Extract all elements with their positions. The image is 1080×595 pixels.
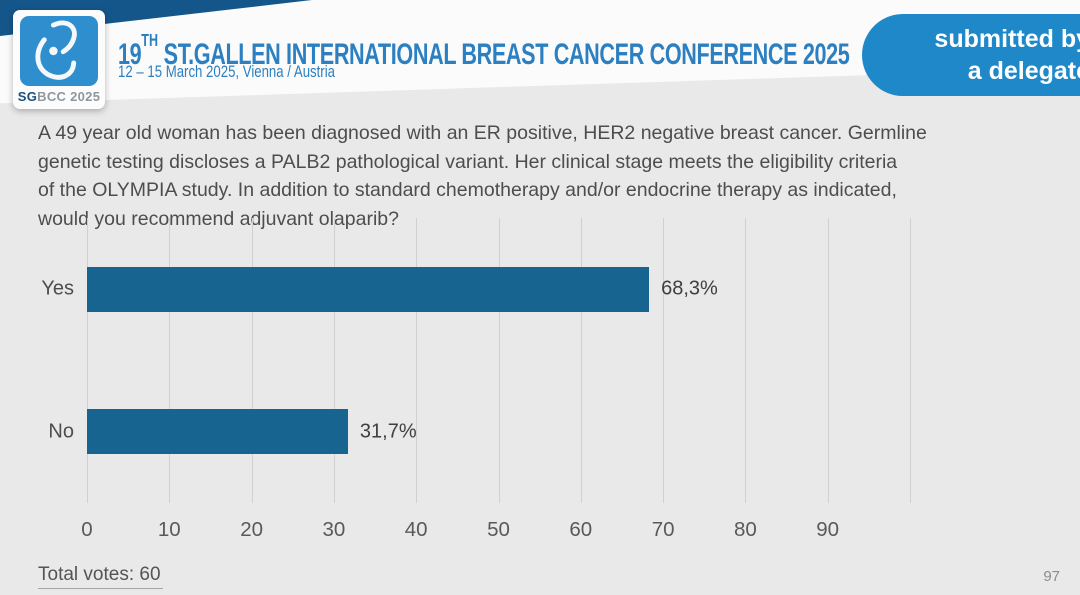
sgbcc-logo: SGBCC 2025 [13,10,105,109]
title-number: 19 [118,38,142,71]
x-tick-label: 0 [81,518,93,541]
gridline [333,218,335,503]
x-tick-label: 30 [322,518,346,541]
x-tick-label: 20 [240,518,263,541]
x-tick-label: 40 [404,518,428,541]
gridline [910,218,911,503]
badge-line-2: a delegate [967,57,1080,85]
x-tick-label: 90 [816,518,840,541]
gridline [580,218,582,503]
gridline [251,218,253,503]
bar-yes [87,266,650,312]
question-line: A 49 year old woman has been diagnosed w… [38,122,927,144]
category-label: No [48,420,74,443]
category-label: Yes [41,277,74,300]
gridline [416,218,418,503]
conference-subtitle: 12 – 15 March 2025, Vienna / Austria [118,63,335,81]
gridline [663,218,665,503]
poll-question: A 49 year old woman has been diagnosed w… [38,119,998,233]
logo-wordmark: SGBCC 2025 [13,89,105,104]
gridline [827,218,829,503]
title-ordinal-sup: TH [141,30,159,50]
x-tick-label: 70 [651,518,675,541]
bar-value-label: 31,7% [359,420,417,443]
page-number: 97 [1043,568,1060,585]
gridline [745,218,747,503]
bar-value-label: 68,3% [661,277,718,300]
logo-bcc-text: BCC 2025 [37,89,101,104]
gridline [169,218,171,503]
x-tick-label: 10 [157,518,181,541]
x-tick-label: 50 [487,518,510,541]
gridline [87,218,88,503]
badge-line-1: submitted by [934,25,1080,53]
logo-sg-text: SG [17,89,38,104]
breast-logo-icon [20,16,98,86]
x-tick-label: 80 [733,518,757,541]
bar-chart-plot-area [87,218,911,503]
question-line: of the OLYMPIA study. In addition to sta… [38,179,897,201]
bar-no [87,409,348,455]
submitted-by-delegate-badge: submitted by a delegate [862,14,1080,96]
total-votes-label: Total votes: 60 [38,564,163,589]
question-line: genetic testing discloses a PALB2 pathol… [38,150,898,173]
conference-title: 19TH ST.GALLEN INTERNATIONAL BREAST CANC… [118,30,850,72]
x-tick-label: 60 [569,518,593,541]
gridline [498,218,500,503]
question-line: would you recommend adjuvant olaparib? [38,207,399,230]
title-text: ST.GALLEN INTERNATIONAL BREAST CANCER CO… [163,38,850,71]
